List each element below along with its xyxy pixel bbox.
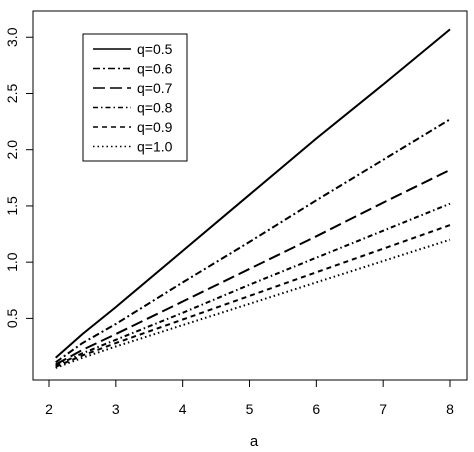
series-line-q0-5 (55, 28, 451, 359)
legend-label: q=0.6 (137, 61, 173, 77)
legend-box (82, 33, 188, 162)
x-tick-label: 3 (112, 401, 120, 417)
series-line-q1-0 (55, 238, 451, 369)
legend-label: q=0.5 (137, 41, 173, 57)
y-tick-label: 1.5 (4, 196, 20, 216)
x-tick-label: 7 (379, 401, 387, 417)
legend-label: q=0.9 (137, 119, 173, 135)
y-axis: 0.5 1.0 1.5 2.0 2.5 3.0 (4, 27, 34, 328)
x-tick-label: 8 (446, 401, 454, 417)
y-tick-label: 2.5 (4, 84, 20, 104)
legend-label: q=0.7 (137, 80, 173, 96)
x-axis: 2 3 4 5 6 7 8 (45, 379, 454, 417)
legend-label: q=0.8 (137, 100, 173, 116)
x-axis-label: a (250, 433, 259, 450)
x-tick-label: 6 (312, 401, 320, 417)
y-tick-label: 3.0 (4, 27, 20, 47)
series-line-q0-8 (55, 202, 451, 367)
y-tick-label: 0.5 (4, 308, 20, 328)
legend-label: q=1.0 (137, 139, 173, 155)
x-tick-label: 5 (246, 401, 254, 417)
series-line-q0-7 (55, 169, 451, 366)
legend: q=0.5 q=0.6 q=0.7 q=0.8 q=0.9 q=1.0 (82, 33, 188, 162)
y-tick-label: 2.0 (4, 140, 20, 160)
y-tick-label: 1.0 (4, 252, 20, 272)
series-line-q0-9 (55, 224, 451, 368)
x-tick-label: 4 (179, 401, 187, 417)
x-tick-label: 2 (45, 401, 53, 417)
series-layer (55, 28, 451, 369)
